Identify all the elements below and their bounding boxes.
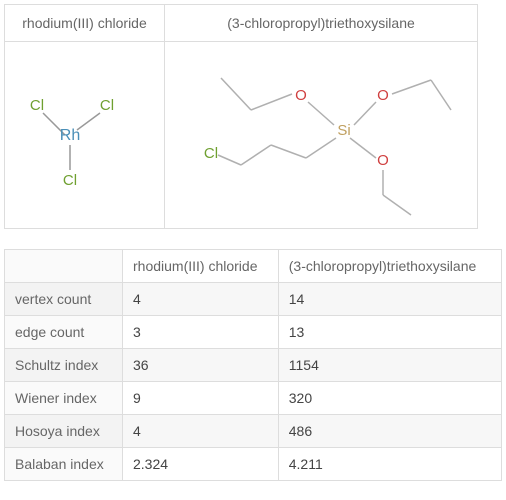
rhodium-chloride-diagram: Rh Cl Cl Cl — [15, 75, 155, 195]
svg-text:O: O — [377, 152, 389, 169]
row-value: 36 — [123, 349, 279, 382]
svg-text:Cl: Cl — [99, 97, 113, 114]
svg-text:Cl: Cl — [62, 172, 76, 189]
svg-text:Rh: Rh — [59, 127, 79, 144]
data-table: rhodium(III) chloride (3-chloropropyl)tr… — [4, 249, 502, 481]
table-row: edge count 3 13 — [5, 316, 502, 349]
table-row: Hosoya index 4 486 — [5, 415, 502, 448]
row-label: vertex count — [5, 283, 123, 316]
structure-table: rhodium(III) chloride (3-chloropropyl)tr… — [4, 4, 478, 229]
row-value: 486 — [278, 415, 501, 448]
row-value: 1154 — [278, 349, 501, 382]
table-row: Schultz index 36 1154 — [5, 349, 502, 382]
silane-diagram: Si O O O Cl — [176, 50, 466, 220]
table-row: vertex count 4 14 — [5, 283, 502, 316]
svg-text:Si: Si — [337, 122, 350, 139]
table-row: Wiener index 9 320 — [5, 382, 502, 415]
compound2-structure: Si O O O Cl — [165, 42, 478, 229]
col1-header: rhodium(III) chloride — [123, 250, 279, 283]
row-value: 4.211 — [278, 448, 501, 481]
row-label: edge count — [5, 316, 123, 349]
col2-header: (3-chloropropyl)triethoxysilane — [278, 250, 501, 283]
row-label: Balaban index — [5, 448, 123, 481]
row-value: 3 — [123, 316, 279, 349]
row-label: Wiener index — [5, 382, 123, 415]
compound2-header: (3-chloropropyl)triethoxysilane — [165, 5, 478, 42]
row-value: 4 — [123, 415, 279, 448]
row-value: 4 — [123, 283, 279, 316]
table-header-row: rhodium(III) chloride (3-chloropropyl)tr… — [5, 250, 502, 283]
compound1-structure: Rh Cl Cl Cl — [5, 42, 165, 229]
row-value: 9 — [123, 382, 279, 415]
row-value: 320 — [278, 382, 501, 415]
row-label: Schultz index — [5, 349, 123, 382]
row-value: 14 — [278, 283, 501, 316]
row-value: 13 — [278, 316, 501, 349]
svg-text:O: O — [295, 87, 307, 104]
compound1-header: rhodium(III) chloride — [5, 5, 165, 42]
corner-cell — [5, 250, 123, 283]
svg-text:Cl: Cl — [204, 145, 218, 162]
row-label: Hosoya index — [5, 415, 123, 448]
table-row: Balaban index 2.324 4.211 — [5, 448, 502, 481]
row-value: 2.324 — [123, 448, 279, 481]
svg-text:O: O — [377, 87, 389, 104]
svg-text:Cl: Cl — [29, 97, 43, 114]
